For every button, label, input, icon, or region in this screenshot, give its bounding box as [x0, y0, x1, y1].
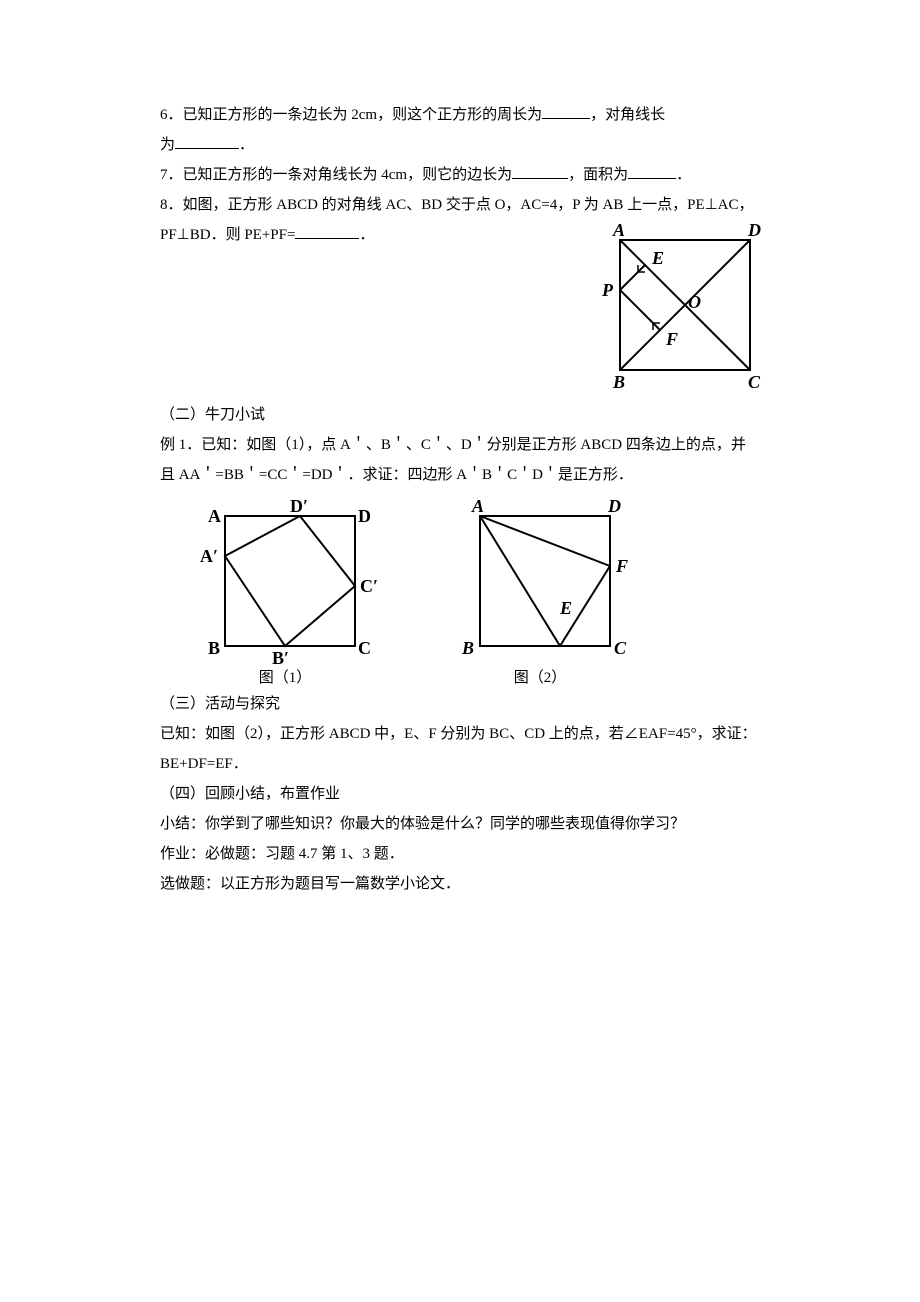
figure-q8: A D B C P E F O: [580, 220, 780, 400]
figures-row: A D B C A′ B′ C′ D′ 图（1）: [160, 496, 790, 689]
q8-text-c: ．: [359, 227, 374, 243]
f1-A: A: [208, 506, 221, 526]
ex1-line1: 例 1．已知：如图（1），点 A＇、B＇、C＇、D＇分别是正方形 ABCD 四条…: [160, 430, 790, 460]
lbl-P: P: [601, 280, 614, 300]
q6-line2: 为．: [160, 130, 790, 160]
q7-blank1: [512, 163, 568, 179]
q8-line2: PF⊥BD．则 PE+PF= ．: [160, 220, 374, 250]
f1-Bp: B′: [272, 648, 289, 666]
sec2-title: （二）牛刀小试: [160, 400, 790, 430]
q6-blank1: [542, 103, 590, 119]
hw1-line: 作业：必做题：习题 4.7 第 1、3 题．: [160, 839, 790, 869]
f2-E: E: [559, 598, 572, 618]
hw2-line: 选做题：以正方形为题目写一篇数学小论文．: [160, 869, 790, 899]
q8-text-a: 8．如图，正方形 ABCD 的对角线 AC、BD 交于点 O，AC=4，P 为 …: [160, 197, 754, 213]
figure-1-svg: A D B C A′ B′ C′ D′: [190, 496, 380, 666]
f1-B: B: [208, 638, 220, 658]
sec4-title: （四）回顾小结，布置作业: [160, 779, 790, 809]
lbl-O: O: [688, 292, 701, 312]
q8-text-b: PF⊥BD．则 PE+PF=: [160, 227, 295, 243]
lbl-B: B: [612, 372, 625, 392]
figure-2-svg: A D B C E F: [440, 496, 640, 666]
ex1-line2: 且 AA＇=BB＇=CC＇=DD＇．求证：四边形 A＇B＇C＇D＇是正方形．: [160, 460, 790, 490]
q7-text-a: 7．已知正方形的一条对角线长为 4cm，则它的边长为: [160, 167, 512, 183]
figure-1: A D B C A′ B′ C′ D′ 图（1）: [190, 496, 380, 689]
lbl-E: E: [651, 248, 664, 268]
figure-q8-svg: A D B C P E F O: [580, 220, 780, 400]
lbl-A: A: [612, 220, 625, 240]
q7-line1: 7．已知正方形的一条对角线长为 4cm，则它的边长为 ，面积为 ．: [160, 160, 790, 190]
q6-blank2: [175, 133, 239, 149]
summary-line: 小结：你学到了哪些知识？你最大的体验是什么？同学的哪些表现值得你学习？: [160, 809, 790, 839]
fig1-caption: 图（1）: [259, 668, 312, 689]
q6-text-b: ，对角线长: [590, 107, 665, 123]
fig2-caption: 图（2）: [514, 668, 567, 689]
f2-D: D: [607, 496, 621, 516]
q6-text-a: 6．已知正方形的一条边长为 2cm，则这个正方形的周长为: [160, 107, 542, 123]
q8-blank1: [295, 223, 359, 239]
q7-text-c: ．: [676, 167, 691, 183]
sec3-title: （三）活动与探究: [160, 689, 790, 719]
lbl-D: D: [747, 220, 761, 240]
ex2-line2: BE+DF=EF．: [160, 749, 790, 779]
page: 6．已知正方形的一条边长为 2cm，则这个正方形的周长为，对角线长 为． 7．已…: [70, 0, 850, 959]
f1-Cp: C′: [360, 576, 378, 596]
q7-blank2: [628, 163, 676, 179]
ex2-line1: 已知：如图（2），正方形 ABCD 中，E、F 分别为 BC、CD 上的点，若∠…: [160, 719, 790, 749]
f1-Ap: A′: [200, 546, 218, 566]
figure-2: A D B C E F 图（2）: [440, 496, 640, 689]
f2-A: A: [471, 496, 484, 516]
q8-line1: 8．如图，正方形 ABCD 的对角线 AC、BD 交于点 O，AC=4，P 为 …: [160, 190, 790, 220]
f1-Dp: D′: [290, 496, 308, 516]
lbl-F: F: [665, 329, 678, 349]
q7-text-b: ，面积为: [568, 167, 628, 183]
q6-line1: 6．已知正方形的一条边长为 2cm，则这个正方形的周长为 ，对角线长: [160, 100, 790, 130]
lbl-C: C: [748, 372, 761, 392]
q6-text-c: 为: [160, 137, 175, 153]
q8-row: PF⊥BD．则 PE+PF= ．: [160, 220, 790, 400]
f1-D: D: [358, 506, 371, 526]
f1-C: C: [358, 638, 371, 658]
f2-F: F: [615, 556, 628, 576]
f2-C: C: [614, 638, 627, 658]
f2-B: B: [461, 638, 474, 658]
q6-text-d: ．: [239, 137, 254, 153]
